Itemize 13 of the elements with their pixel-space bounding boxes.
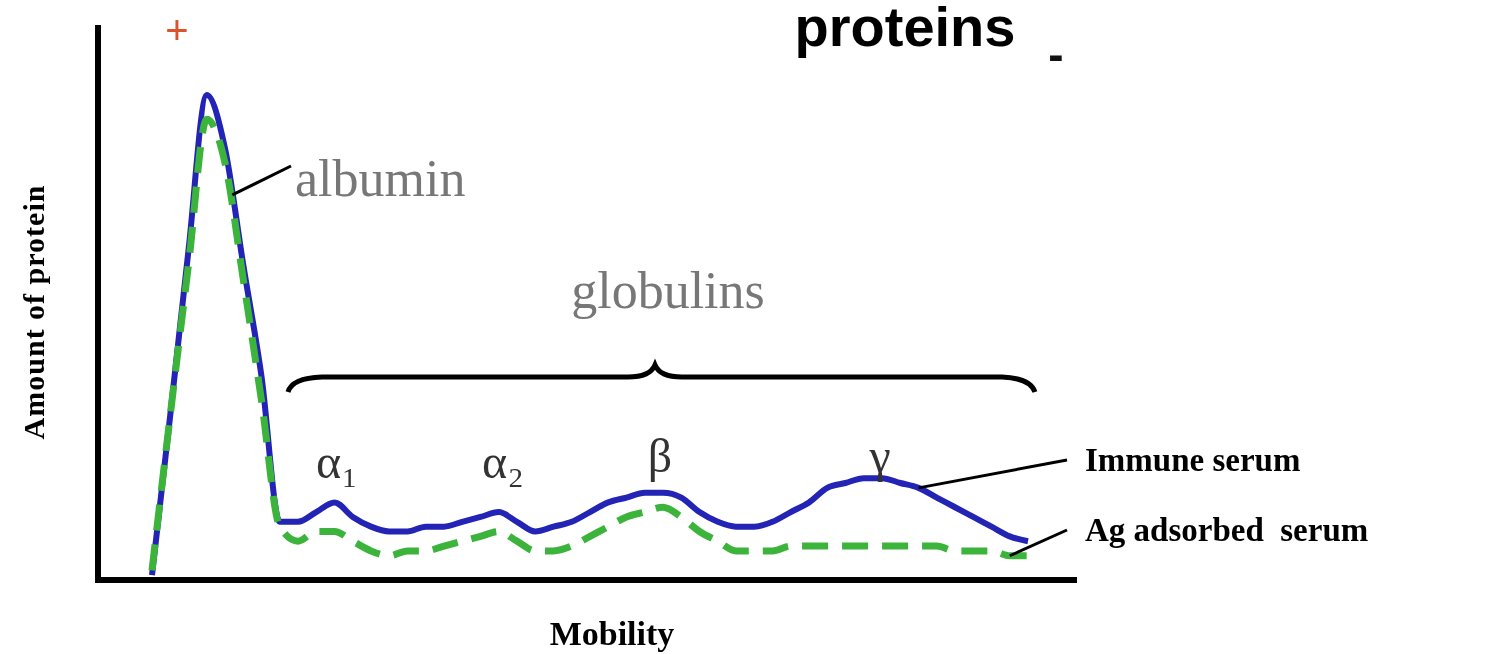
text: - <box>1048 28 1064 80</box>
annotation: α₁ <box>316 435 358 488</box>
text: + <box>165 8 189 52</box>
annotation: albumin <box>295 150 466 207</box>
annotation: γ <box>868 429 891 482</box>
series-label: Ag adsorbed serum <box>1085 512 1369 548</box>
annotation: α₂ <box>482 435 524 488</box>
y-axis-title: Amount of protein <box>17 184 50 440</box>
x-axis-title: Mobility <box>549 615 675 652</box>
annotation: β <box>647 429 673 482</box>
chart-title: proteins <box>794 0 1016 58</box>
annotation: globulins <box>571 262 765 319</box>
text: Immune serum <box>1085 442 1301 478</box>
